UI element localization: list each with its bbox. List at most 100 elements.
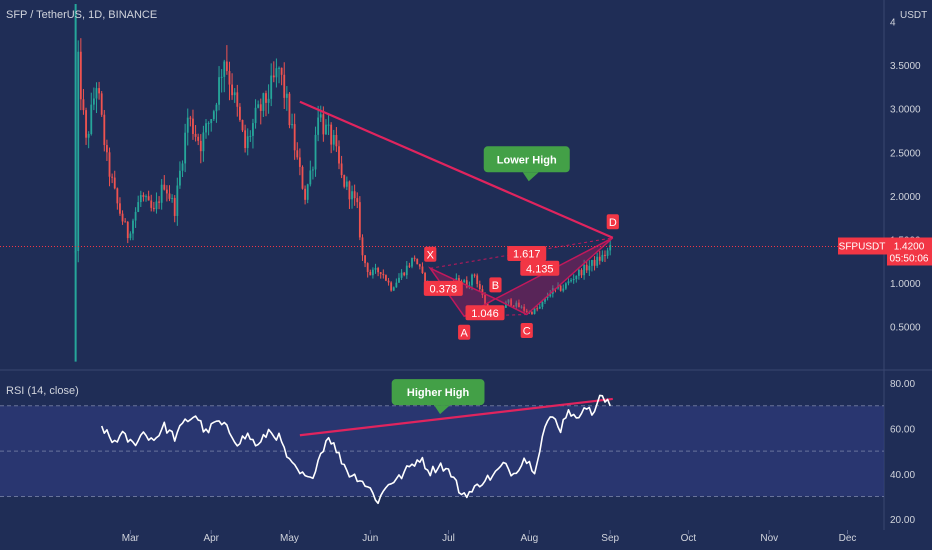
candle[interactable]: [390, 281, 393, 292]
candle[interactable]: [111, 173, 114, 184]
candle[interactable]: [160, 179, 163, 210]
candle[interactable]: [116, 187, 119, 210]
candle[interactable]: [194, 125, 197, 142]
candle[interactable]: [241, 119, 244, 133]
time-tick-label[interactable]: Sep: [601, 533, 619, 544]
candle[interactable]: [570, 278, 572, 283]
candle[interactable]: [531, 311, 533, 315]
candle[interactable]: [312, 166, 314, 180]
ratio-label[interactable]: 0.378: [423, 280, 463, 296]
higher-high-annotation[interactable]: Higher High: [391, 379, 485, 415]
candle[interactable]: [593, 256, 596, 271]
candle[interactable]: [228, 61, 231, 101]
time-tick-label[interactable]: Apr: [203, 533, 219, 544]
candle[interactable]: [165, 185, 168, 202]
candle[interactable]: [150, 194, 153, 212]
candle[interactable]: [238, 103, 241, 122]
candle[interactable]: [538, 303, 541, 310]
candle[interactable]: [163, 175, 166, 191]
candle[interactable]: [361, 234, 364, 261]
candle[interactable]: [562, 284, 565, 293]
candle[interactable]: [421, 262, 424, 274]
candle[interactable]: [366, 262, 369, 278]
candle[interactable]: [103, 110, 106, 152]
candle[interactable]: [121, 210, 124, 225]
candle[interactable]: [387, 277, 390, 286]
candle[interactable]: [408, 262, 411, 268]
candle[interactable]: [580, 268, 583, 278]
candle[interactable]: [413, 255, 416, 262]
candle[interactable]: [306, 183, 309, 204]
candle[interactable]: [252, 118, 254, 149]
candle[interactable]: [591, 259, 593, 272]
candle[interactable]: [351, 185, 353, 209]
candle[interactable]: [382, 269, 385, 279]
candle[interactable]: [319, 105, 322, 122]
candle[interactable]: [168, 185, 171, 202]
candle[interactable]: [155, 192, 158, 214]
candle[interactable]: [507, 299, 510, 305]
candle[interactable]: [395, 278, 398, 288]
candle[interactable]: [398, 273, 400, 283]
candle[interactable]: [345, 176, 348, 191]
candle[interactable]: [314, 126, 317, 177]
candle[interactable]: [132, 218, 134, 241]
candle[interactable]: [515, 300, 518, 310]
candle[interactable]: [340, 155, 343, 179]
candle[interactable]: [325, 119, 327, 135]
candle[interactable]: [218, 66, 220, 111]
time-tick-label[interactable]: Nov: [760, 533, 778, 544]
candle[interactable]: [338, 140, 340, 170]
candle[interactable]: [601, 250, 604, 263]
lower-high-annotation[interactable]: Lower High: [483, 146, 570, 182]
candle[interactable]: [335, 127, 338, 152]
candle[interactable]: [567, 278, 570, 286]
candle[interactable]: [385, 274, 387, 282]
candle[interactable]: [173, 195, 176, 223]
candle[interactable]: [220, 69, 223, 93]
candle[interactable]: [358, 196, 361, 241]
candle[interactable]: [572, 274, 575, 284]
candle[interactable]: [353, 184, 356, 206]
candle[interactable]: [142, 192, 145, 202]
candle[interactable]: [463, 278, 466, 283]
rsi-line-layer[interactable]: [100, 394, 611, 505]
candle[interactable]: [541, 301, 544, 310]
candle[interactable]: [108, 147, 111, 187]
candle[interactable]: [296, 142, 299, 160]
candle[interactable]: [364, 255, 366, 268]
time-tick-label[interactable]: Mar: [122, 533, 140, 544]
symbol-title[interactable]: SFP / TetherUS, 1D, BINANCE: [6, 9, 157, 21]
candle[interactable]: [92, 87, 95, 111]
candle[interactable]: [267, 84, 270, 114]
candle[interactable]: [134, 207, 137, 228]
rsi-tick-label[interactable]: 40.00: [890, 470, 915, 481]
candle[interactable]: [186, 108, 189, 146]
candle[interactable]: [327, 114, 330, 136]
candle[interactable]: [411, 257, 413, 269]
rsi-tick-label[interactable]: 60.00: [890, 424, 915, 435]
candle[interactable]: [379, 272, 382, 279]
ratio-label[interactable]: 1.046: [465, 305, 505, 321]
candle[interactable]: [137, 195, 140, 213]
candle[interactable]: [285, 86, 288, 111]
candle[interactable]: [145, 194, 147, 202]
candle[interactable]: [199, 134, 202, 164]
higher-high-trendline[interactable]: [299, 397, 613, 437]
candle[interactable]: [533, 307, 536, 315]
candle[interactable]: [270, 63, 273, 107]
candle[interactable]: [330, 122, 333, 154]
candle[interactable]: [124, 218, 127, 223]
candle[interactable]: [418, 263, 421, 270]
candle[interactable]: [85, 107, 87, 145]
time-tick-label[interactable]: Jun: [362, 533, 378, 544]
price-tick-label[interactable]: 3.0000: [890, 105, 921, 116]
candle[interactable]: [244, 124, 247, 153]
candle[interactable]: [90, 92, 93, 136]
ratio-label[interactable]: 4.135: [520, 260, 560, 276]
candle[interactable]: [343, 174, 346, 189]
candle[interactable]: [598, 250, 601, 265]
candle[interactable]: [309, 160, 312, 187]
candle[interactable]: [596, 252, 599, 268]
